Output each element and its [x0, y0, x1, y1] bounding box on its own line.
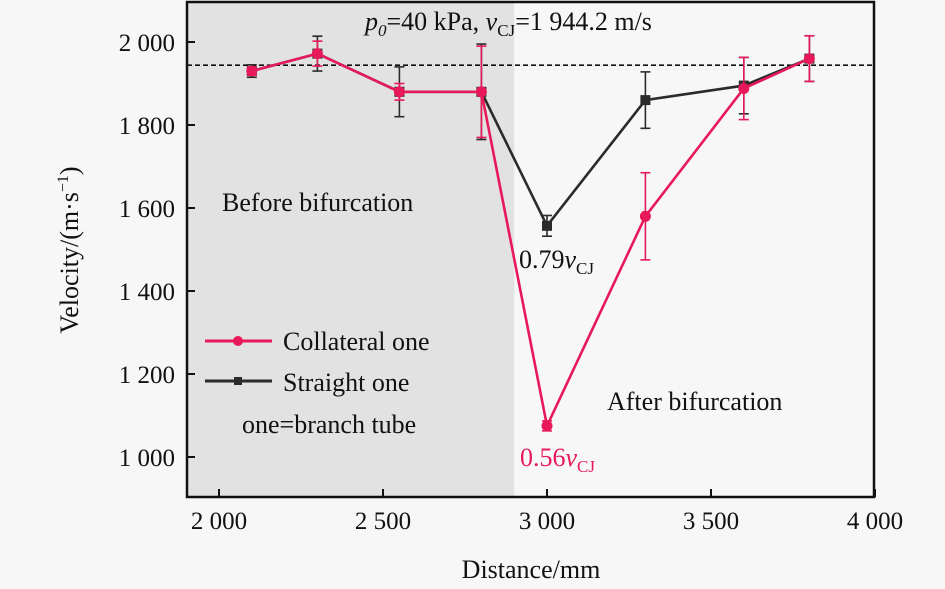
- x-tick-label: 4 000: [847, 508, 903, 535]
- data-point: [246, 65, 258, 77]
- straight-min-num: 0.79: [519, 245, 565, 274]
- straight-min-annotation: 0.79vCJ: [519, 245, 594, 278]
- series-collateral-one: [246, 34, 815, 432]
- before-bifurcation-label: Before bifurcation: [222, 188, 413, 217]
- legend-straight-label: Straight one: [283, 368, 409, 397]
- y-tick-label: 1 400: [119, 279, 175, 306]
- legend-straight-marker: [234, 377, 242, 385]
- x-tick-label: 2 500: [355, 508, 411, 535]
- data-point: [640, 95, 651, 106]
- before-bifurcation-shaded-region: [187, 2, 515, 497]
- y-axis-title-main: Velocity/(m·s: [55, 192, 84, 334]
- p-value: =40 kPa,: [387, 7, 486, 36]
- data-point: [393, 86, 405, 98]
- straight-min-v: v: [565, 245, 577, 274]
- legend-note: one=branch tube: [242, 410, 416, 439]
- header-annotation: p0=40 kPa, vCJ=1 944.2 m/s: [363, 7, 652, 40]
- y-axis-title: Velocity/(m·s−1): [55, 166, 84, 333]
- v-symbol: v: [486, 7, 498, 36]
- after-bifurcation-label: After bifurcation: [607, 387, 782, 416]
- collateral-min-annotation: 0.56vCJ: [520, 443, 595, 476]
- data-point: [803, 53, 815, 65]
- y-axis-title-close: ): [55, 166, 84, 175]
- series-line: [251, 52, 810, 431]
- data-point: [475, 86, 487, 98]
- x-tick-label: 3 000: [519, 508, 575, 535]
- x-tick-label: 2 000: [191, 508, 247, 535]
- x-axis-title: Distance/mm: [462, 555, 601, 584]
- p-symbol: p: [363, 7, 378, 36]
- data-point: [542, 220, 552, 231]
- data-point: [639, 210, 651, 222]
- data-point: [311, 48, 323, 60]
- plot-frame: [185, 0, 876, 499]
- x-tick-label: 3 500: [683, 508, 739, 535]
- legend: Collateral one Straight one one=branch t…: [205, 327, 430, 439]
- p-subscript: 0: [378, 21, 387, 40]
- v-subscript: CJ: [497, 21, 515, 40]
- collateral-min-sub: CJ: [577, 457, 595, 476]
- legend-collateral-marker: [233, 336, 243, 346]
- y-tick-label: 1 000: [119, 445, 175, 472]
- vcj-value: =1 944.2 m/s: [515, 7, 652, 36]
- collateral-min-v: v: [566, 443, 578, 472]
- y-axis-title-sup: −1: [55, 175, 72, 192]
- y-tick-label: 1 800: [119, 113, 175, 140]
- legend-collateral-label: Collateral one: [283, 327, 430, 356]
- y-tick-label: 1 200: [119, 362, 175, 389]
- straight-min-sub: CJ: [576, 259, 594, 278]
- data-point: [541, 420, 553, 432]
- y-tick-label: 1 600: [119, 196, 175, 223]
- collateral-min-num: 0.56: [520, 443, 566, 472]
- y-tick-label: 2 000: [119, 30, 175, 57]
- data-point: [738, 82, 750, 94]
